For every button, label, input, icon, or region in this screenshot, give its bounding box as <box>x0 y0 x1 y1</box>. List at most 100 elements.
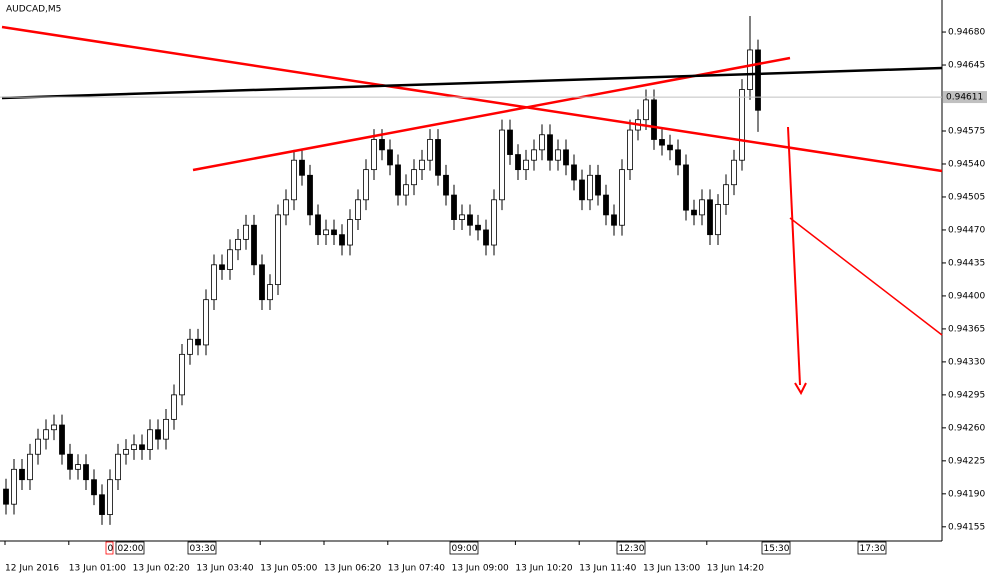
y-tick-label: 0.94645 <box>948 61 985 71</box>
candle-body <box>43 429 49 440</box>
time-marker-label: 02:00 <box>118 544 144 554</box>
x-tick-label: 13 Jun 07:40 <box>388 564 445 574</box>
candle-body <box>419 159 425 171</box>
candle-body <box>659 139 665 146</box>
candle-body <box>283 199 289 216</box>
candle-body <box>107 479 113 515</box>
candle-body <box>611 214 617 226</box>
candle-body <box>579 179 585 201</box>
candle-body <box>731 159 737 186</box>
candle-body <box>531 149 537 161</box>
candle-body <box>83 464 89 481</box>
candle-body <box>291 159 297 201</box>
candle-body <box>331 229 337 236</box>
arrow <box>787 126 801 386</box>
candle-body <box>523 159 529 171</box>
y-tick-label: 0.94190 <box>948 489 985 499</box>
candle-body <box>115 453 121 481</box>
y-tick-label: 0.94470 <box>948 225 985 235</box>
candle-body <box>467 214 473 226</box>
candle-body <box>739 89 745 161</box>
x-tick-label: 13 Jun 02:20 <box>133 564 190 574</box>
y-tick-label: 0.94260 <box>948 423 985 433</box>
x-tick-label: 13 Jun 09:00 <box>452 564 509 574</box>
candle-body <box>187 338 193 355</box>
candle-body <box>507 129 513 155</box>
time-marker-box <box>449 541 479 555</box>
x-tick-label: 13 Jun 14:20 <box>707 564 764 574</box>
candle-body <box>259 264 265 301</box>
candle-body <box>459 214 465 220</box>
time-marker-box <box>761 541 791 555</box>
candle-body <box>627 129 633 171</box>
candle-body <box>243 224 249 240</box>
y-tick-label: 0.94435 <box>948 258 985 268</box>
y-tick-label: 0.94575 <box>948 126 985 136</box>
candle-body <box>307 174 313 216</box>
candle-body <box>235 238 241 251</box>
candle-body <box>755 49 761 111</box>
y-tick-label: 0.94365 <box>948 324 985 334</box>
candle-body <box>155 429 161 440</box>
candle-body <box>275 214 281 286</box>
candle-body <box>315 214 321 236</box>
y-tick-label: 0.94330 <box>948 357 985 367</box>
candle-body <box>747 49 753 90</box>
chart-title: AUDCAD,M5 <box>6 5 61 15</box>
y-tick-label: 0.94505 <box>948 192 985 202</box>
candle-body <box>515 154 521 171</box>
candle-body <box>267 284 273 301</box>
candle-body <box>539 134 545 151</box>
candle-body <box>59 424 65 455</box>
candle-body <box>379 139 385 151</box>
candle-body <box>707 199 713 236</box>
candle-body <box>91 479 97 496</box>
candle-body <box>643 99 649 121</box>
candle-body <box>171 394 177 420</box>
trendline <box>1 66 943 100</box>
candle-body <box>371 139 377 171</box>
candle-body <box>571 164 577 181</box>
candle-body <box>451 194 457 220</box>
marks <box>3 16 761 525</box>
candle-body <box>35 438 41 455</box>
y-tick-label: 0.94400 <box>948 291 985 301</box>
time-marker-label: 17:30 <box>860 544 886 554</box>
time-marker-label: 03:30 <box>190 544 216 554</box>
time-marker-label: 12:30 <box>619 544 645 554</box>
x-tick-label: 13 Jun 01:00 <box>69 564 126 574</box>
x-tick-label: 13 Jun 13:00 <box>643 564 700 574</box>
candle-body <box>195 338 201 346</box>
candle-body <box>667 144 673 151</box>
candle-body <box>347 219 353 246</box>
candle-body <box>227 249 233 270</box>
candle-body <box>67 453 73 470</box>
y-tick-label: 0.94225 <box>948 456 985 466</box>
candle-body <box>75 464 81 470</box>
current-price-label: 0.94611 <box>946 93 983 103</box>
candle-body <box>387 149 393 166</box>
candle-body <box>603 194 609 216</box>
candle-body <box>675 149 681 166</box>
candle-body <box>427 139 433 161</box>
candle-body <box>219 264 225 270</box>
candle-body <box>251 224 257 266</box>
x-tick-label: 13 Jun 05:00 <box>260 564 317 574</box>
candle-body <box>435 139 441 176</box>
candle-body <box>123 449 129 455</box>
time-marker-label: 0 <box>108 544 114 554</box>
candle-body <box>443 174 449 196</box>
x-tick-label: 13 Jun 11:40 <box>579 564 636 574</box>
candle-body <box>619 169 625 226</box>
time-marker-label: 15:30 <box>764 544 790 554</box>
candle-body <box>323 229 329 236</box>
candle-body <box>403 184 409 196</box>
trendline <box>789 217 943 336</box>
x-tick-label: 13 Jun 06:20 <box>324 564 381 574</box>
candle-body <box>491 199 497 246</box>
candle-body <box>339 234 345 246</box>
candle-body <box>51 424 57 431</box>
candle-body <box>547 134 553 161</box>
trendline <box>1 25 943 173</box>
